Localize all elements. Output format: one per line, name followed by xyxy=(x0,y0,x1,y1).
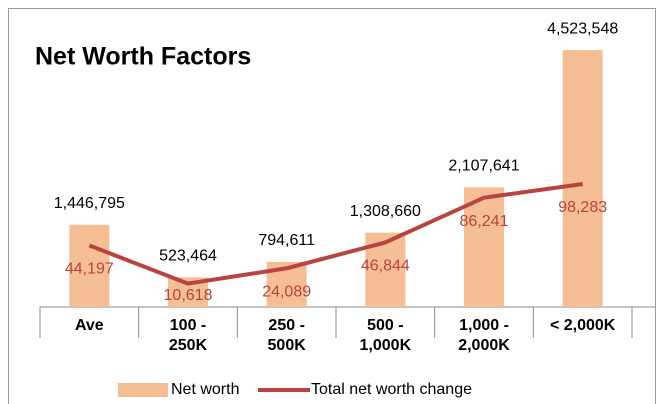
bar-value-label: 2,107,641 xyxy=(448,158,519,175)
legend-label: Net worth xyxy=(171,381,239,398)
line-value-label: 24,089 xyxy=(262,283,311,300)
x-tick-label: Ave xyxy=(74,317,104,334)
x-tick-label: 100 - 250K xyxy=(168,317,208,354)
bar-value-label: 523,464 xyxy=(159,247,217,264)
bar xyxy=(69,224,110,307)
line xyxy=(88,182,583,286)
line-value-label: 98,283 xyxy=(558,199,607,216)
bar-value-label: 1,308,660 xyxy=(350,203,421,220)
bar xyxy=(562,50,603,308)
chart-title: Net Worth Factors xyxy=(35,43,251,71)
x-tick-label: 500 - 1,000K xyxy=(359,317,412,354)
chart-frame xyxy=(8,8,656,404)
legend-swatch xyxy=(118,383,168,397)
line-value-label: 44,197 xyxy=(65,261,114,278)
line-value-label: 10,618 xyxy=(164,287,213,304)
x-tick-label: 1,000 - 2,000K xyxy=(458,317,510,354)
bar xyxy=(464,187,504,307)
x-tick-label: < 2,000K xyxy=(549,317,616,334)
bar-value-label: 1,446,795 xyxy=(54,195,125,212)
bar-value-label: 4,523,548 xyxy=(547,20,618,37)
line-value-label: 86,241 xyxy=(460,213,509,230)
bar-value-label: 794,611 xyxy=(258,232,315,249)
line-value-label: 46,844 xyxy=(361,258,410,275)
x-tick-label: 250 - 500K xyxy=(267,317,306,354)
legend-label: Total net worth change xyxy=(311,381,472,398)
